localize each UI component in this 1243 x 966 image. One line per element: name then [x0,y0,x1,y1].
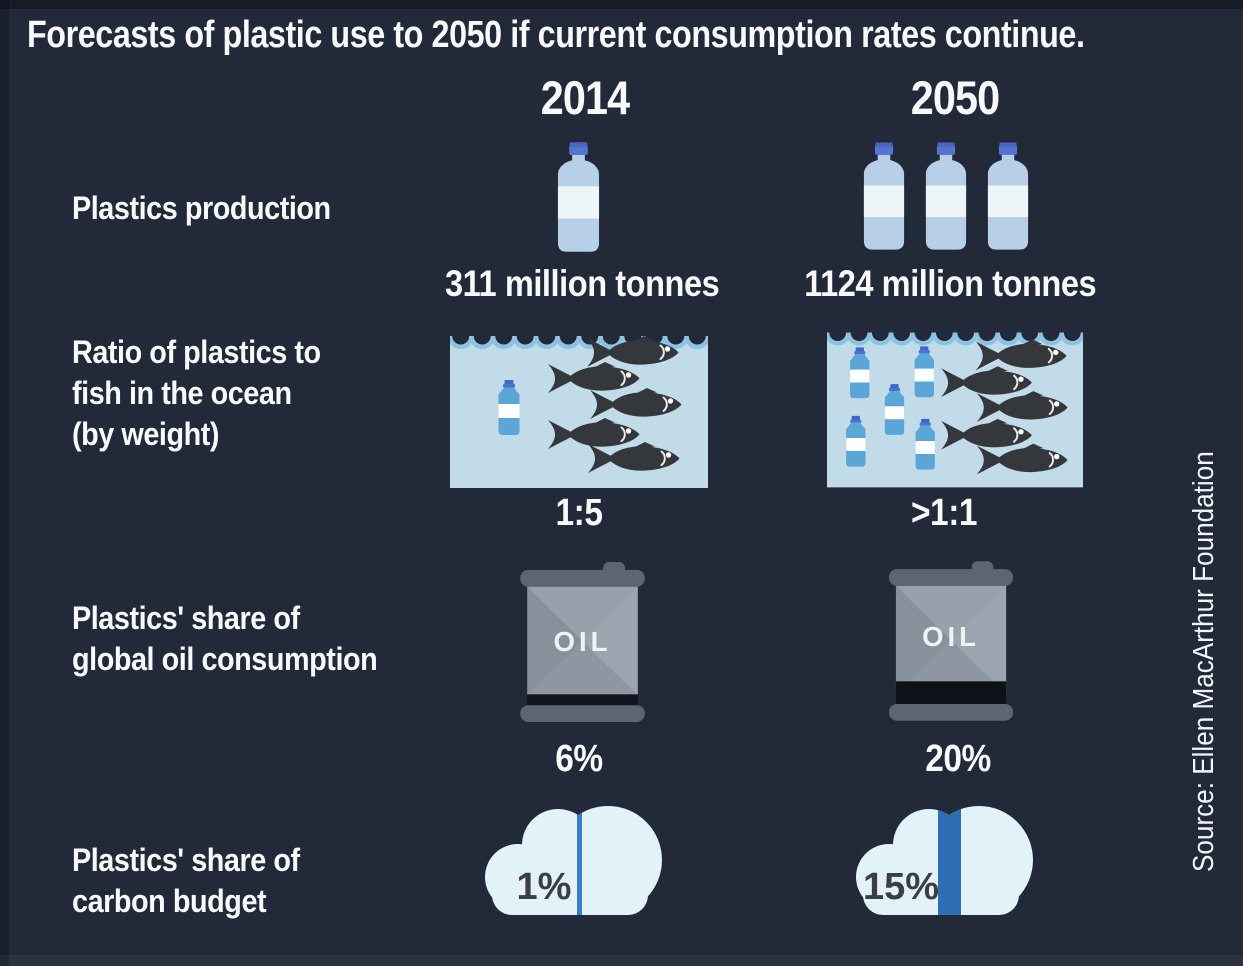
column-header-2050: 2050 [910,71,1000,124]
row-label-plastics-fish-ratio: Ratio of plastics to fish in the ocean (… [72,334,321,452]
top-edge-shade [0,0,1243,9]
water [827,332,1083,488]
source-credit: Source: Ellen MacArthur Foundation [1188,451,1220,872]
barrel-band [527,694,638,708]
ocean-box-2050 [827,332,1083,488]
cloud-shape [485,806,662,915]
barrel-sheen [527,586,638,696]
barrel-top-rim [520,569,645,587]
oil-label: OIL [554,626,612,657]
barrel-top-rim [889,569,1013,586]
water-bottle-icon [863,142,905,250]
value-ratio-2050: >1:1 [910,492,978,534]
water-bottle-icon [557,142,600,252]
wave-trim [450,335,708,349]
value-carbon-2014: 1% [517,866,572,908]
cloud-fill-stripe [577,806,582,915]
barrel-band [895,681,1007,706]
row-label-oil-consumption: Plastics' share of global oil consumptio… [72,600,378,677]
cloud-icon-2014: 1% [485,806,662,915]
water-bottle-icon [987,142,1029,250]
value-production-2050: 1124 million tonnes [804,263,1097,304]
cloud-icon-2050: 15% [856,806,1033,915]
barrel-bottom-rim [520,705,645,722]
barrel-bottom-rim [889,703,1013,721]
bottom-edge-shade [0,955,1243,966]
barrel-sheen [895,585,1007,695]
oil-label: OIL [922,621,980,652]
row-label-plastics-production: Plastics production [72,190,331,226]
value-carbon-2050: 15% [863,866,939,908]
barrel-body [895,585,1007,695]
barrel-body [527,586,638,696]
left-edge-shade [0,0,9,966]
water-bottles-group-2050 [862,142,1030,252]
value-oil-2050: 20% [925,738,991,780]
value-oil-2014: 6% [555,738,603,780]
oil-barrel-icon-2050: OIL [889,561,1013,721]
row-label-carbon-budget: Plastics' share of carbon budget [72,842,300,919]
water-bottle-icon [925,142,967,250]
value-production-2014: 311 million tonnes [445,263,720,304]
ocean-box-2014 [450,335,708,488]
cloud-fill-stripe [938,806,961,915]
value-ratio-2014: 1:5 [555,492,603,534]
page-title: Forecasts of plastic use to 2050 if curr… [27,14,1085,56]
oil-barrel-icon-2014: OIL [520,561,645,722]
column-header-2014: 2014 [540,71,630,124]
